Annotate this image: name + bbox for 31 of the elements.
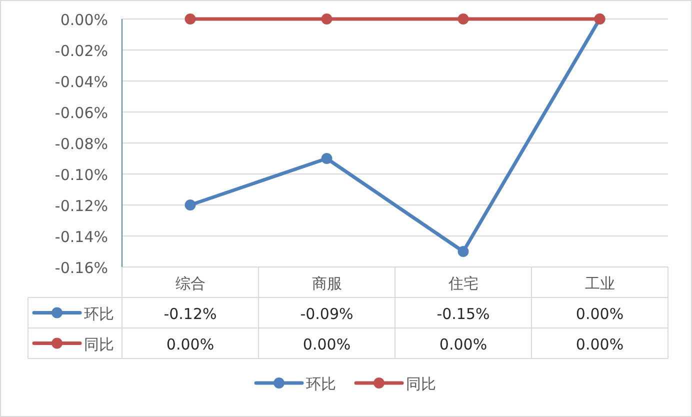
y-tick-label: -0.04% (54, 73, 108, 91)
data-label: -0.15% (436, 304, 490, 323)
point (321, 153, 332, 164)
y-tick-label: -0.14% (54, 228, 108, 246)
point (458, 246, 469, 257)
point (321, 14, 332, 24)
y-tick-label: -0.08% (54, 135, 108, 153)
y-tick-label: -0.10% (54, 166, 108, 184)
data-label: 0.00% (439, 335, 488, 354)
data-label: 0.00% (576, 335, 624, 354)
point (458, 14, 469, 24)
text: 同比 (406, 375, 436, 393)
data-label: 0.00% (576, 304, 624, 323)
legend-label: 环比 (84, 304, 114, 323)
y-tick-label: -0.16% (54, 259, 108, 277)
x-tick-label: 综合 (175, 274, 206, 292)
data-label: -0.12% (164, 304, 217, 323)
x-tick-label: 工业 (584, 274, 615, 292)
point (184, 14, 196, 24)
legend-label: 同比 (84, 335, 114, 354)
data-label: 0.00% (166, 335, 214, 354)
y-tick-label: -0.12% (54, 197, 108, 215)
data-label: 0.00% (302, 335, 351, 354)
text: 环比 (306, 375, 336, 393)
x-tick-label: 住宅 (447, 274, 478, 292)
data-label: -0.09% (300, 304, 354, 323)
x-tick-label: 商服 (312, 274, 342, 292)
y-tick-label: 0.00% (60, 11, 108, 29)
y-tick-label: -0.06% (54, 104, 108, 122)
point (184, 200, 196, 210)
y-tick-label: -0.02% (54, 42, 108, 60)
